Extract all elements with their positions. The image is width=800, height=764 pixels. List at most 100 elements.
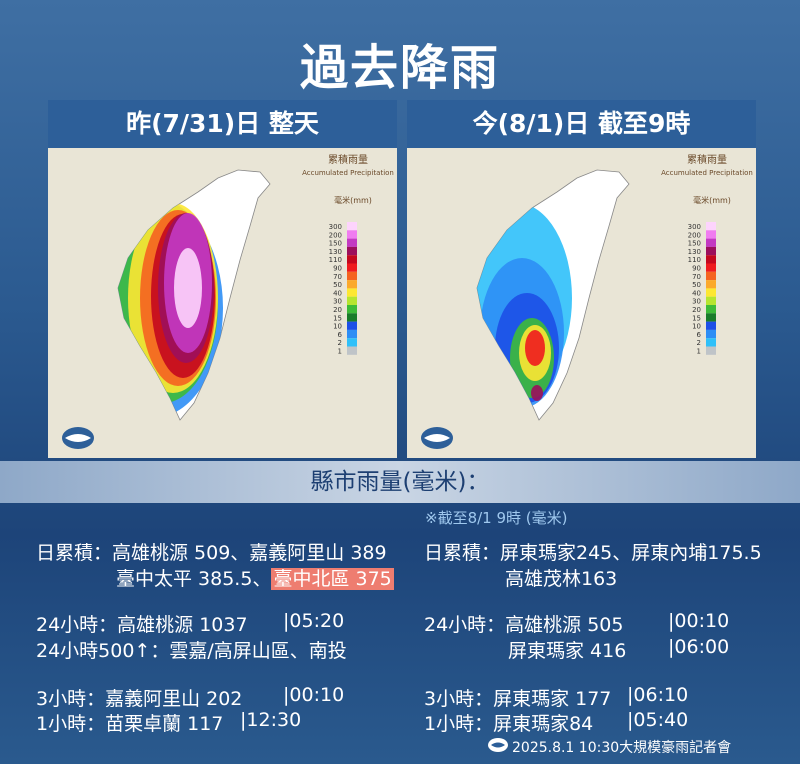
legend-swatch xyxy=(347,288,357,297)
legend-level: 200 xyxy=(329,231,342,239)
legend-swatch xyxy=(347,263,357,272)
legend-level: 90 xyxy=(692,265,701,273)
legend-level: 30 xyxy=(692,298,701,306)
legend-level: 15 xyxy=(692,314,701,322)
legend-unit: 毫米(mm) xyxy=(334,195,372,205)
legend-level: 200 xyxy=(688,231,701,239)
legend-level: 20 xyxy=(692,306,701,314)
rain-area xyxy=(477,203,572,408)
legend-level: 130 xyxy=(329,248,342,256)
stat-line: 24小時：高雄桃源 1037 xyxy=(36,614,248,636)
legend-swatch xyxy=(347,321,357,330)
legend-title: 累積雨量 xyxy=(687,153,727,166)
legend-level: 10 xyxy=(692,323,701,331)
section-band: 縣市雨量(毫米)： xyxy=(0,461,800,503)
stat-line: 24小時500↑：雲嘉/高屏山區、南投 xyxy=(36,640,347,662)
rain-blob xyxy=(531,385,543,401)
legend-level: 300 xyxy=(688,223,701,231)
footer: 2025.8.1 10:30大規模豪雨記者會 xyxy=(512,740,732,756)
legend-swatch xyxy=(706,329,716,339)
legend-level: 40 xyxy=(333,289,342,297)
legend-swatch xyxy=(347,280,357,289)
legend-unit: 毫米(mm) xyxy=(693,195,731,205)
legend-swatch xyxy=(347,238,357,247)
legend-swatch xyxy=(706,296,716,305)
legend-swatch xyxy=(706,313,716,322)
legend-title: 累積雨量 xyxy=(328,153,368,166)
legend-swatch xyxy=(706,321,716,330)
legend-level: 50 xyxy=(333,281,342,289)
legend-swatch xyxy=(347,313,357,322)
legend-level: 2 xyxy=(697,339,701,347)
stat-line: 臺中太平 385.5、 臺中北區 375 xyxy=(116,564,394,591)
stat-line: 3小時：屏東瑪家 177 xyxy=(424,688,612,710)
stat-time: |05:20 xyxy=(283,610,345,632)
legend-swatch xyxy=(706,246,716,256)
stat-line: 1小時：屏東瑪家84 xyxy=(424,713,594,735)
legend-swatch xyxy=(706,338,716,347)
legend-swatch xyxy=(706,263,716,272)
legend-swatch xyxy=(706,280,716,289)
legend-level: 70 xyxy=(692,273,701,281)
legend-level: 10 xyxy=(333,323,342,331)
title: 過去降雨 xyxy=(299,40,500,96)
legend-level: 90 xyxy=(333,265,342,273)
legend-level: 50 xyxy=(692,281,701,289)
stat-line: 日累積：高雄桃源 509、嘉義阿里山 389 xyxy=(36,542,387,564)
panel-heading: 今(8/1)日 截至9時 xyxy=(407,100,756,148)
map-panel: 今(8/1)日 截至9時 累積雨量 Accumulated Precipitati… xyxy=(407,100,756,458)
stat-line: 3小時：嘉義阿里山 202 xyxy=(36,688,243,710)
rain-blob xyxy=(525,330,545,366)
legend-swatch xyxy=(347,296,357,305)
stat-time: |06:10 xyxy=(627,684,689,706)
legend-swatch xyxy=(706,238,716,247)
legend-subtitle: Accumulated Precipitation xyxy=(661,169,753,177)
legend-level: 40 xyxy=(692,289,701,297)
legend-level: 1 xyxy=(338,348,342,356)
stat-line: 高雄茂林163 xyxy=(505,568,618,590)
legend-level: 150 xyxy=(688,240,701,248)
note: ※截至8/1 9時 (毫米) xyxy=(425,509,568,527)
legend-swatch xyxy=(706,271,716,281)
legend-swatch xyxy=(347,255,357,264)
legend-swatch xyxy=(706,255,716,264)
stat-time: |06:00 xyxy=(668,636,730,658)
legend-swatch xyxy=(347,346,357,355)
logo xyxy=(424,434,450,442)
stat-time: |05:40 xyxy=(627,709,689,731)
legend-level: 130 xyxy=(688,248,701,256)
legend-swatch xyxy=(706,305,716,314)
stat-line: 24小時：高雄桃源 505 xyxy=(424,614,624,636)
stat-time: |00:10 xyxy=(283,684,345,706)
legend-swatch xyxy=(347,305,357,314)
rain-blob xyxy=(174,248,202,328)
legend-level: 30 xyxy=(333,298,342,306)
legend-swatch xyxy=(347,271,357,281)
logo xyxy=(488,738,508,752)
legend-level: 6 xyxy=(338,331,343,339)
section-title: 縣市雨量(毫米)： xyxy=(310,469,490,495)
stat-line: 1小時：苗栗卓蘭 117 xyxy=(36,713,224,735)
legend-level: 1 xyxy=(697,348,701,356)
highlight: 臺中北區 375 xyxy=(271,568,394,590)
legend-swatch xyxy=(706,230,716,239)
legend-level: 6 xyxy=(697,331,702,339)
stat-line: 屏東瑪家 416 xyxy=(508,640,627,662)
legend-swatch xyxy=(347,230,357,239)
rain-area xyxy=(118,198,223,418)
legend-level: 300 xyxy=(329,223,342,231)
legend-level: 110 xyxy=(688,256,701,264)
logo xyxy=(65,434,91,442)
legend-swatch xyxy=(706,222,716,231)
legend-level: 70 xyxy=(333,273,342,281)
legend-swatch xyxy=(347,329,357,339)
legend-level: 150 xyxy=(329,240,342,248)
panel-heading: 昨(7/31)日 整天 xyxy=(48,100,397,148)
stat-text: 臺中太平 385.5、 xyxy=(116,568,272,590)
stat-time: |00:10 xyxy=(668,610,730,632)
legend-swatch xyxy=(347,338,357,347)
legend-swatch xyxy=(347,246,357,256)
